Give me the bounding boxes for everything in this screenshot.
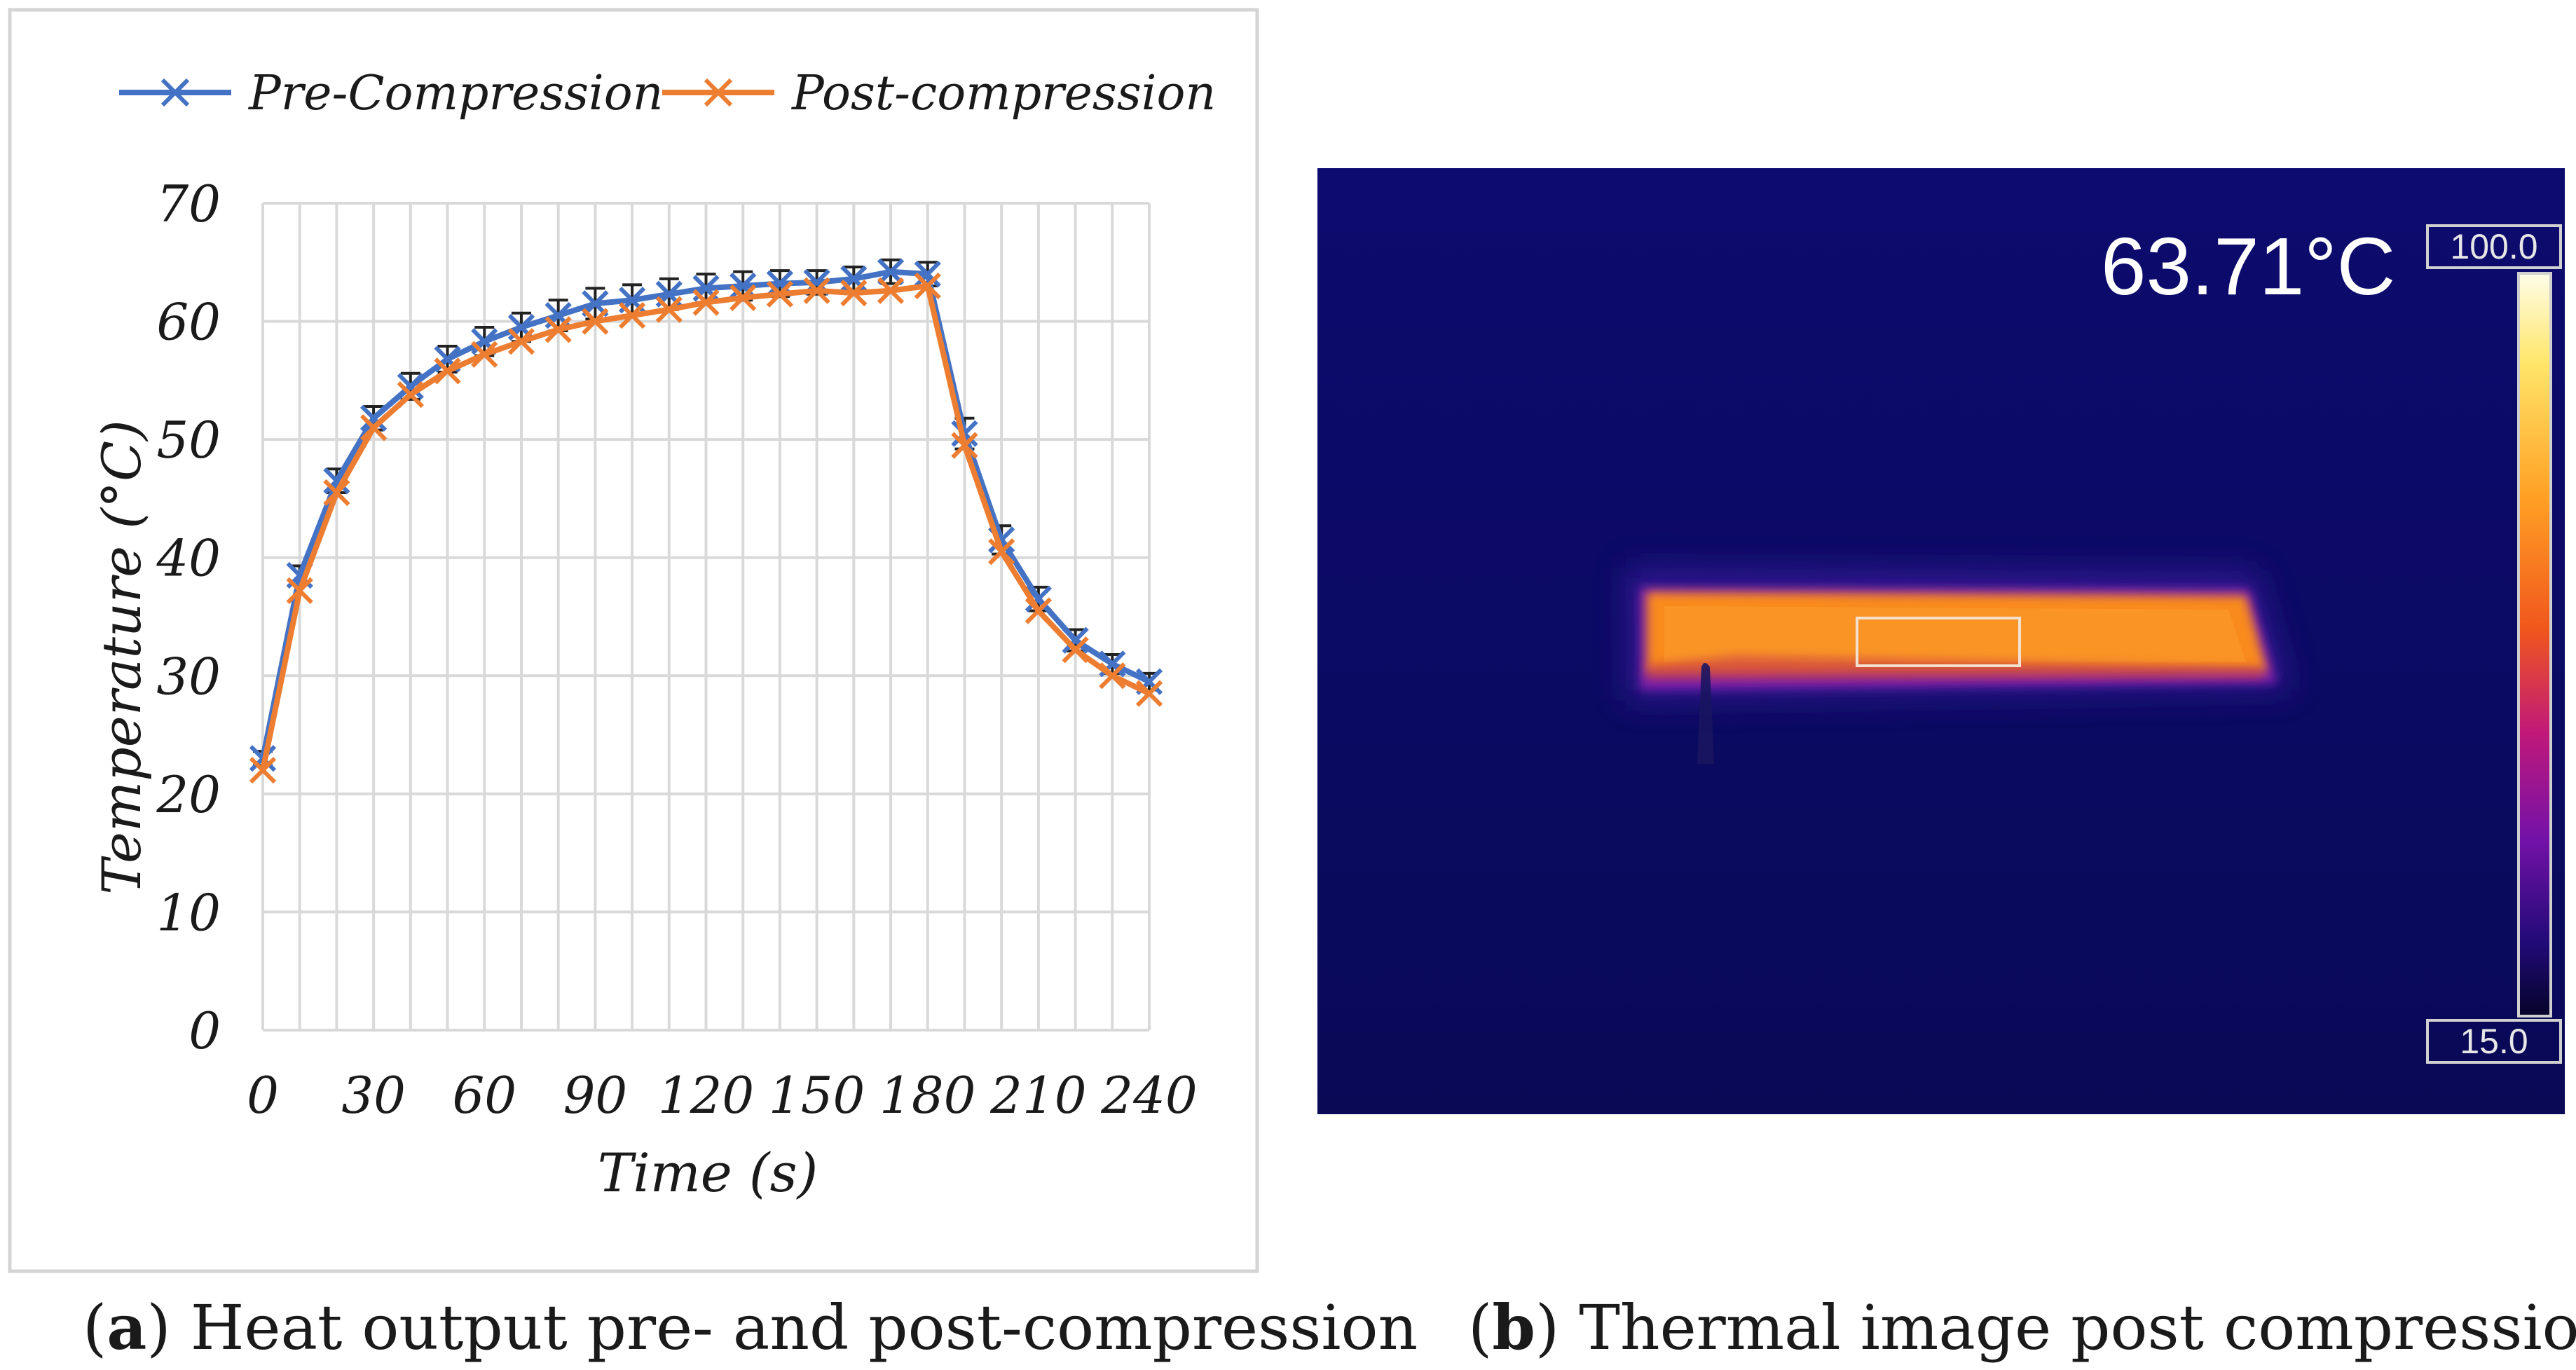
caption-a-text: Heat output pre- and post-compression: [170, 1292, 1418, 1364]
heated-strip-core: [1664, 606, 2246, 662]
temperature-readout: 63.71°C: [2101, 221, 2396, 312]
x-tick-label-180: 180: [879, 1066, 975, 1125]
legend-label-post-compression: Post-compression: [790, 66, 1216, 121]
point-post-compression-20: [323, 479, 350, 507]
strip-lower-edge: [1647, 655, 2263, 680]
legend-label-pre-compression: Pre-Compression: [247, 66, 663, 121]
caption-b: (b) Thermal image post compression: [1468, 1291, 2576, 1364]
y-tick-label-40: 40: [156, 529, 221, 588]
point-post-compression-180: [914, 272, 941, 300]
color-scale-bar: [2517, 272, 2552, 1018]
point-post-compression-140: [766, 280, 794, 308]
caption-a-label: a: [107, 1291, 147, 1364]
point-post-compression-70: [507, 328, 535, 355]
grid: [261, 202, 1151, 1032]
wire: [1697, 663, 1714, 764]
legend: Pre-Compression Post-compression: [119, 66, 1216, 121]
x-tick-label-0: 0: [247, 1066, 279, 1125]
series: [249, 258, 1163, 784]
point-post-compression-190: [951, 432, 978, 459]
scale-max-label: 100.0: [2426, 224, 2562, 269]
x-axis-title: Time (s): [598, 1142, 818, 1204]
legend-marker-pre-compression: [160, 78, 190, 107]
x-tick-label-30: 30: [341, 1066, 406, 1125]
point-post-compression-10: [286, 577, 313, 605]
chart-a: 0 10 20 30 40 50 60 70 0 30 60 90 120 150 180 210 240 P…: [8, 8, 1259, 1273]
point-post-compression-60: [471, 341, 498, 368]
point-post-compression-240: [1135, 680, 1163, 707]
point-post-compression-200: [988, 538, 1015, 566]
point-post-compression-40: [397, 381, 424, 409]
y-tick-label-20: 20: [156, 765, 221, 824]
point-post-compression-0: [249, 757, 277, 784]
caption-b-label: b: [1492, 1291, 1535, 1364]
y-tick-label-30: 30: [156, 647, 221, 706]
point-post-compression-160: [840, 279, 868, 307]
y-tick-label-70: 70: [156, 174, 221, 233]
point-pre-compression-210: [1025, 585, 1053, 612]
point-post-compression-80: [544, 316, 572, 343]
y-tick-label-0: 0: [189, 1001, 221, 1060]
caption-b-text: Thermal image post compression: [1559, 1292, 2576, 1364]
scale-min-label: 15.0: [2426, 1019, 2562, 1064]
x-tick-label-90: 90: [563, 1066, 628, 1125]
point-post-compression-110: [655, 296, 683, 323]
point-pre-compression-180: [914, 261, 941, 288]
y-tick-labels: 0 10 20 30 40 50 60 70: [156, 174, 221, 1060]
y-axis-title: Temperature (°C): [90, 420, 153, 895]
point-post-compression-100: [618, 302, 646, 329]
y-tick-label-60: 60: [156, 293, 221, 352]
thermal-image-panel: 63.71°C 100.0 15.0: [1317, 168, 2565, 1114]
measurement-box: [1856, 617, 2021, 667]
y-tick-label-10: 10: [156, 883, 221, 942]
point-pre-compression-170: [877, 258, 905, 285]
point-post-compression-150: [803, 277, 830, 304]
point-post-compression-210: [1025, 597, 1053, 624]
point-post-compression-90: [582, 308, 609, 335]
point-post-compression-220: [1062, 636, 1089, 664]
x-tick-label-120: 120: [658, 1066, 754, 1125]
legend-marker-post-compression: [704, 78, 733, 107]
thermal-image: [1317, 168, 2565, 1114]
point-post-compression-30: [360, 414, 388, 441]
point-post-compression-170: [877, 277, 905, 304]
caption-a: (a) Heat output pre- and post-compressio…: [83, 1291, 1418, 1364]
point-post-compression-130: [729, 284, 757, 311]
x-tick-label-240: 240: [1100, 1066, 1197, 1125]
x-tick-label-60: 60: [452, 1066, 516, 1125]
point-pre-compression-130: [729, 272, 757, 300]
x-tick-labels: 0 30 60 90 120 150 180 210 240: [247, 1066, 1198, 1125]
point-post-compression-50: [434, 357, 461, 385]
point-post-compression-230: [1099, 662, 1126, 690]
point-post-compression-120: [692, 289, 720, 316]
x-tick-label-210: 210: [989, 1066, 1086, 1125]
point-pre-compression-30: [360, 404, 388, 432]
y-tick-label-50: 50: [156, 411, 221, 470]
point-pre-compression-220: [1062, 626, 1089, 654]
x-tick-label-150: 150: [769, 1066, 865, 1125]
point-pre-compression-40: [397, 373, 424, 400]
point-pre-compression-20: [323, 467, 350, 495]
